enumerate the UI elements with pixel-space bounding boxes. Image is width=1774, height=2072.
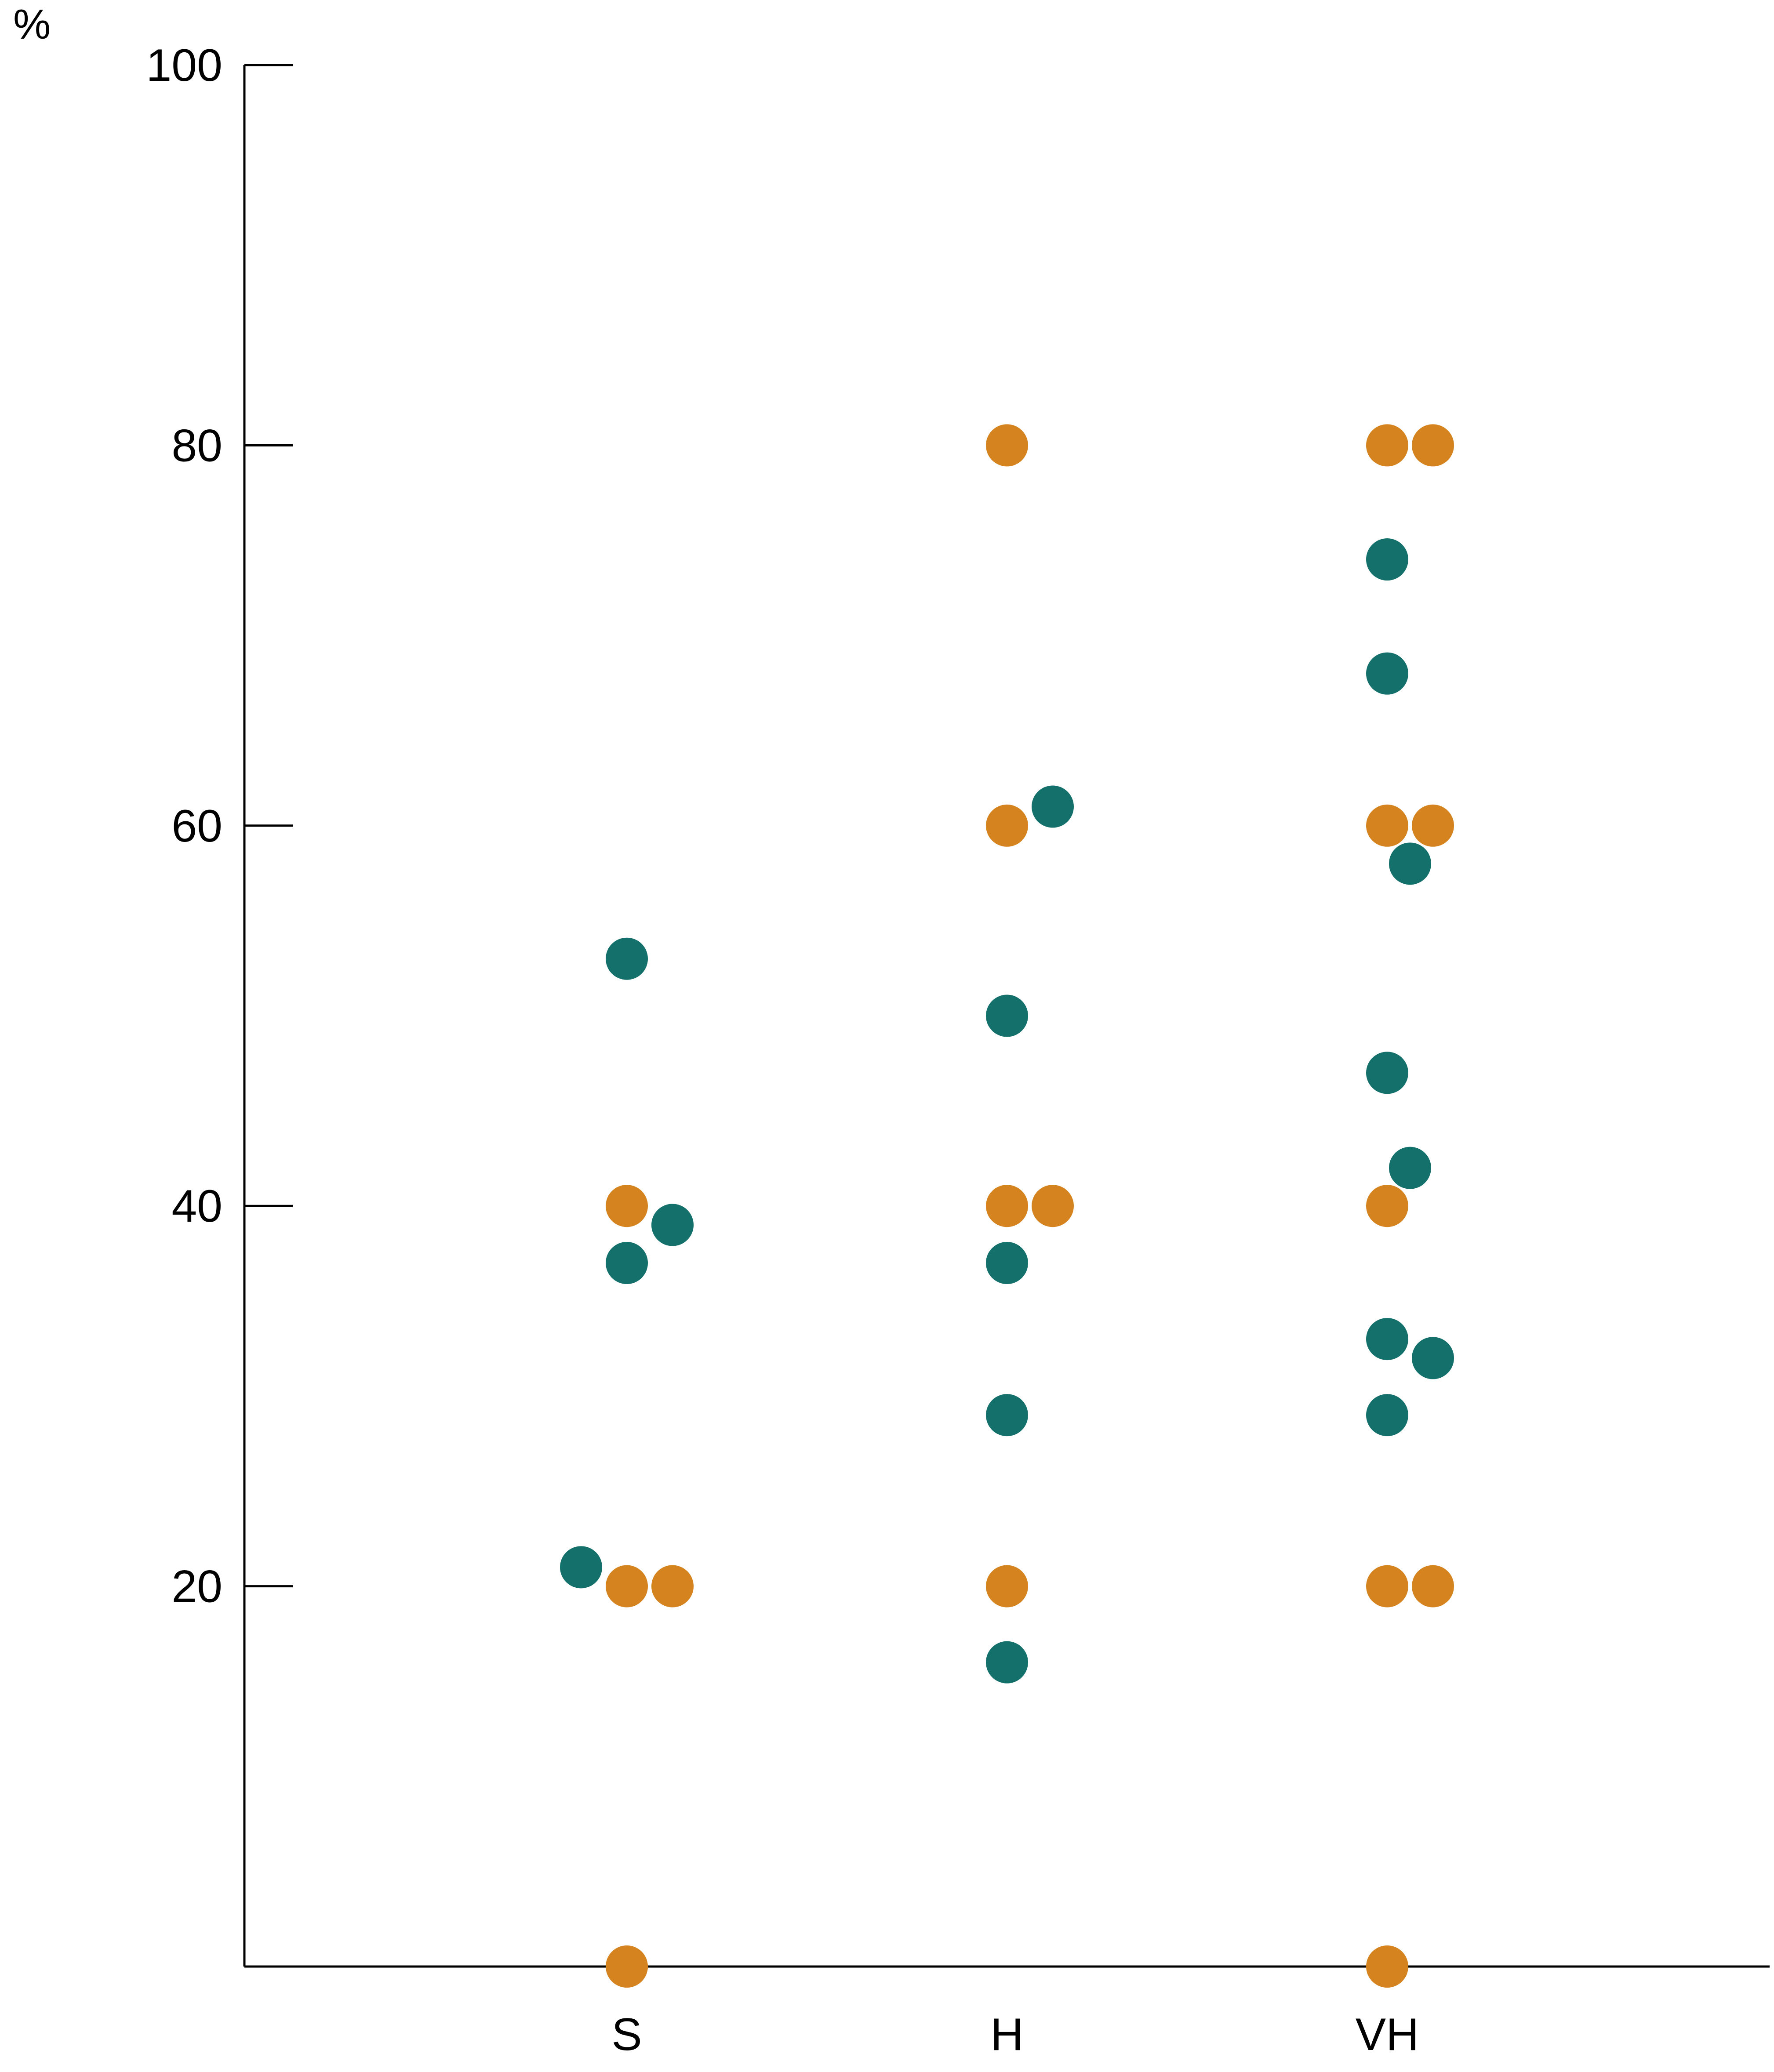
data-point-teal xyxy=(1389,1147,1431,1189)
data-point-orange xyxy=(986,1565,1028,1608)
data-point-teal xyxy=(1412,1337,1454,1379)
data-point-teal xyxy=(986,994,1028,1037)
x-tick-label: H xyxy=(990,2009,1023,2060)
data-point-teal xyxy=(986,1641,1028,1684)
y-tick-label: 20 xyxy=(171,1561,222,1612)
data-point-orange xyxy=(1412,804,1454,847)
data-point-teal xyxy=(1366,1394,1408,1437)
data-point-teal xyxy=(606,1242,648,1285)
y-tick-label: 60 xyxy=(171,801,222,852)
data-point-orange xyxy=(1366,424,1408,467)
data-point-orange xyxy=(986,1185,1028,1227)
y-ticks: 20 40 60 80 100 xyxy=(146,40,293,1612)
data-point-orange xyxy=(606,1945,648,1988)
data-point-orange xyxy=(606,1565,648,1608)
data-point-teal xyxy=(606,937,648,980)
data-point-orange xyxy=(651,1565,694,1608)
data-point-teal xyxy=(1389,842,1431,885)
data-point-teal xyxy=(1366,652,1408,695)
x-ticks: S H VH xyxy=(611,2009,1419,2060)
data-point-teal xyxy=(560,1546,602,1589)
data-point-orange xyxy=(1366,1185,1408,1227)
data-point-orange xyxy=(1412,1565,1454,1608)
data-points xyxy=(560,424,1454,1988)
data-point-teal xyxy=(1032,785,1074,828)
data-point-teal xyxy=(1366,1318,1408,1361)
data-point-orange xyxy=(1032,1185,1074,1227)
data-point-orange xyxy=(1366,804,1408,847)
y-tick-label: 40 xyxy=(171,1181,222,1232)
data-point-teal xyxy=(986,1394,1028,1437)
x-tick-label: VH xyxy=(1356,2009,1419,2060)
y-axis-label: % xyxy=(13,1,51,48)
data-point-orange xyxy=(986,424,1028,467)
data-point-orange xyxy=(986,804,1028,847)
x-tick-label: S xyxy=(611,2009,642,2060)
y-tick-label: 80 xyxy=(171,420,222,471)
data-point-teal xyxy=(651,1204,694,1246)
data-point-orange xyxy=(1366,1945,1408,1988)
data-point-orange xyxy=(1412,424,1454,467)
data-point-orange xyxy=(606,1185,648,1227)
data-point-teal xyxy=(1366,1052,1408,1094)
data-point-teal xyxy=(1366,538,1408,581)
y-tick-label: 100 xyxy=(146,40,222,91)
data-point-teal xyxy=(986,1242,1028,1285)
data-point-orange xyxy=(1366,1565,1408,1608)
